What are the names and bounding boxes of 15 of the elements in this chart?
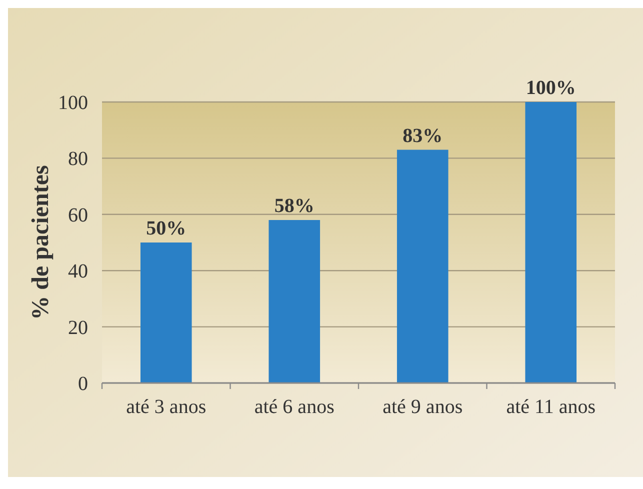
y-tick-label: 40 [68, 260, 88, 283]
y-axis-title: % de pacientes [28, 165, 54, 320]
y-tick-label: 80 [68, 148, 88, 170]
x-tick-label: até 9 anos [382, 396, 463, 418]
data-label: 50% [146, 218, 186, 240]
y-tick-label: 20 [68, 316, 88, 339]
x-tick-label: até 3 anos [126, 396, 206, 418]
data-label: 100% [526, 77, 576, 99]
x-tick-label: até 6 anos [254, 396, 335, 418]
y-tick-label: 0 [78, 373, 88, 395]
data-label: 58% [274, 195, 314, 218]
y-tick-label: 100 [58, 92, 88, 114]
data-label: 83% [402, 124, 443, 147]
y-tick-label: 60 [68, 204, 88, 226]
x-tick-label: até 11 anos [506, 396, 596, 418]
